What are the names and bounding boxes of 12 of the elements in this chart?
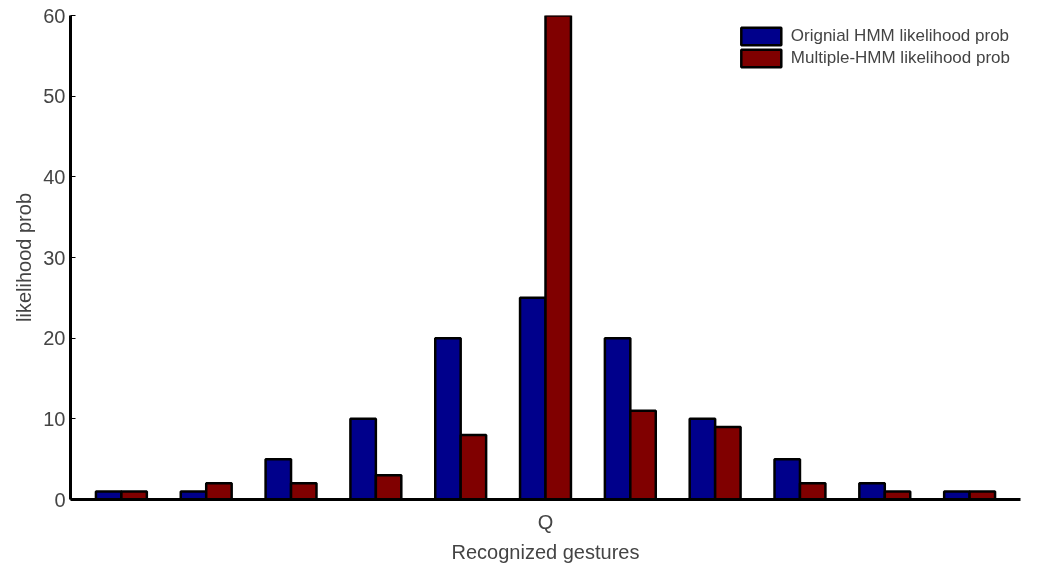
- legend-label: Orignial HMM likelihood prob: [790, 26, 1010, 46]
- y-tick-label: 10: [43, 407, 66, 430]
- x-axis-title: Recognized gestures: [451, 540, 640, 563]
- y-tick-label: 30: [43, 246, 66, 269]
- y-tick-label: 60: [43, 4, 66, 27]
- y-tick-label: 20: [43, 327, 66, 350]
- y-tick-label: 0: [54, 488, 66, 511]
- y-axis-title: likelihood prob: [13, 193, 36, 322]
- y-tick-label: 50: [43, 85, 66, 108]
- x-tick-label: Q: [537, 510, 554, 533]
- legend-label: Multiple-HMM likelihood prob: [790, 48, 1010, 68]
- y-tick-label: 40: [43, 165, 66, 188]
